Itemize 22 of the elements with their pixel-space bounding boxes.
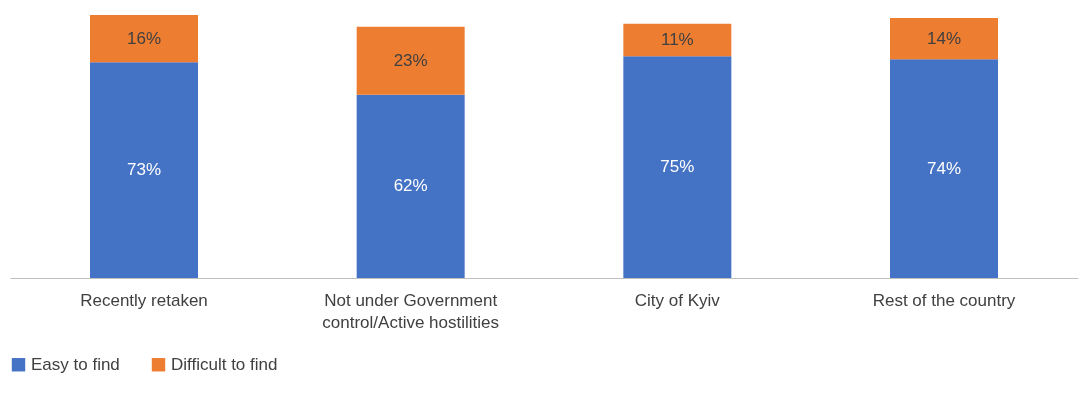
bar bbox=[890, 17, 998, 60]
bar bbox=[356, 94, 465, 278]
legend-label: Difficult to find bbox=[171, 354, 278, 374]
data-label: 14% bbox=[926, 28, 962, 48]
data-label: 73% bbox=[126, 160, 162, 180]
data-label: 23% bbox=[393, 50, 428, 70]
data-label: 74% bbox=[926, 158, 962, 178]
bar bbox=[623, 56, 732, 278]
x-tick-label: City of Kyiv bbox=[634, 290, 721, 310]
legend-label: Easy to find bbox=[31, 354, 120, 374]
data-label: 16% bbox=[126, 28, 162, 48]
bar bbox=[356, 26, 465, 95]
x-tick-label: Recently retaken bbox=[80, 290, 208, 310]
bar bbox=[890, 59, 998, 278]
bar bbox=[90, 62, 198, 278]
x-tick-label: Rest of the country bbox=[872, 290, 1016, 310]
bar bbox=[90, 15, 198, 63]
data-label: 62% bbox=[393, 176, 428, 196]
data-label: 11% bbox=[660, 30, 694, 50]
x-tick-label: Not under Government control/Active hostilities bbox=[322, 290, 500, 332]
bar bbox=[623, 23, 732, 57]
data-label: 75% bbox=[660, 157, 695, 177]
